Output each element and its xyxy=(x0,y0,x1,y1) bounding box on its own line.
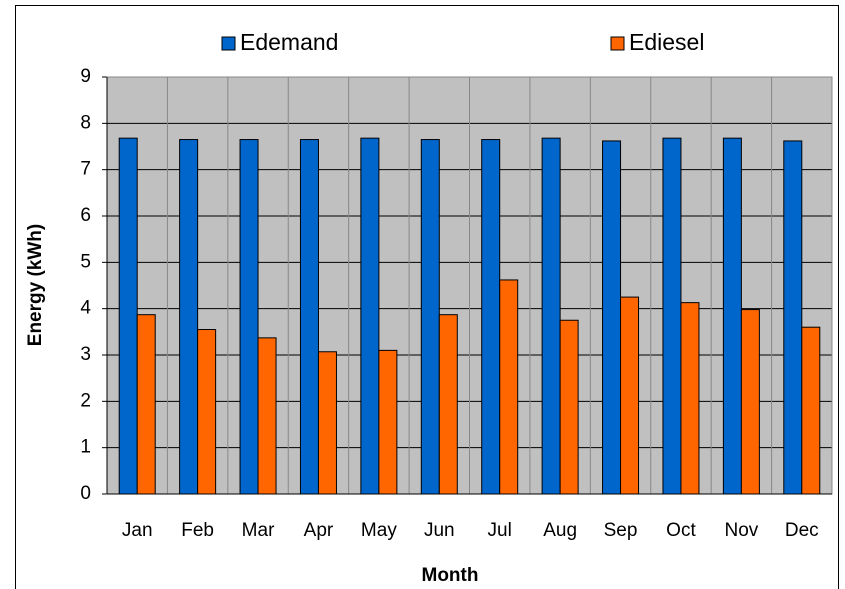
legend-label: Ediesel xyxy=(629,29,704,55)
bar xyxy=(481,139,501,495)
legend-swatch xyxy=(610,36,625,51)
x-tick-label: Oct xyxy=(666,520,696,541)
bar xyxy=(722,137,742,495)
y-tick-label: 4 xyxy=(80,298,91,319)
bar xyxy=(257,337,277,495)
bar xyxy=(740,309,760,495)
y-tick-label: 1 xyxy=(80,437,91,458)
x-tick-label: Nov xyxy=(724,520,758,541)
bar xyxy=(317,351,337,495)
y-tick-label: 9 xyxy=(80,66,91,87)
bar xyxy=(783,140,803,495)
bar xyxy=(378,349,398,495)
bar xyxy=(179,139,199,495)
x-tick-label: Dec xyxy=(785,520,819,541)
x-tick-label: May xyxy=(361,520,397,541)
y-tick-label: 5 xyxy=(80,251,91,272)
bar xyxy=(559,319,579,495)
bar xyxy=(299,139,319,495)
bar xyxy=(438,314,458,495)
x-tick-label: Jun xyxy=(424,520,455,541)
bar xyxy=(420,139,440,495)
bar xyxy=(680,302,700,495)
bar xyxy=(197,329,217,495)
x-tick-label: Jul xyxy=(488,520,512,541)
bar xyxy=(541,137,561,495)
x-tick-label: Mar xyxy=(242,520,275,541)
x-tick-label: Aug xyxy=(543,520,577,541)
y-axis-title: Energy (kWh) xyxy=(25,224,46,346)
bar xyxy=(118,137,138,495)
y-tick-label: 2 xyxy=(80,390,91,411)
bar xyxy=(602,140,622,495)
legend-label: Edemand xyxy=(240,29,338,55)
bar xyxy=(662,137,682,495)
bar xyxy=(801,326,821,495)
y-tick-label: 7 xyxy=(80,159,91,180)
bar xyxy=(620,296,640,495)
y-tick-label: 3 xyxy=(80,344,91,365)
x-tick-label: Sep xyxy=(604,520,638,541)
bar xyxy=(360,137,380,495)
bar xyxy=(136,314,156,495)
bar xyxy=(499,279,519,495)
y-tick-label: 8 xyxy=(80,112,91,133)
x-tick-label: Feb xyxy=(181,520,214,541)
x-axis-title: Month xyxy=(422,565,479,586)
x-tick-label: Jan xyxy=(122,520,153,541)
y-tick-label: 0 xyxy=(80,483,91,504)
bar xyxy=(239,139,259,495)
y-tick-label: 6 xyxy=(80,205,91,226)
x-tick-label: Apr xyxy=(304,520,334,541)
legend-swatch xyxy=(221,36,236,51)
